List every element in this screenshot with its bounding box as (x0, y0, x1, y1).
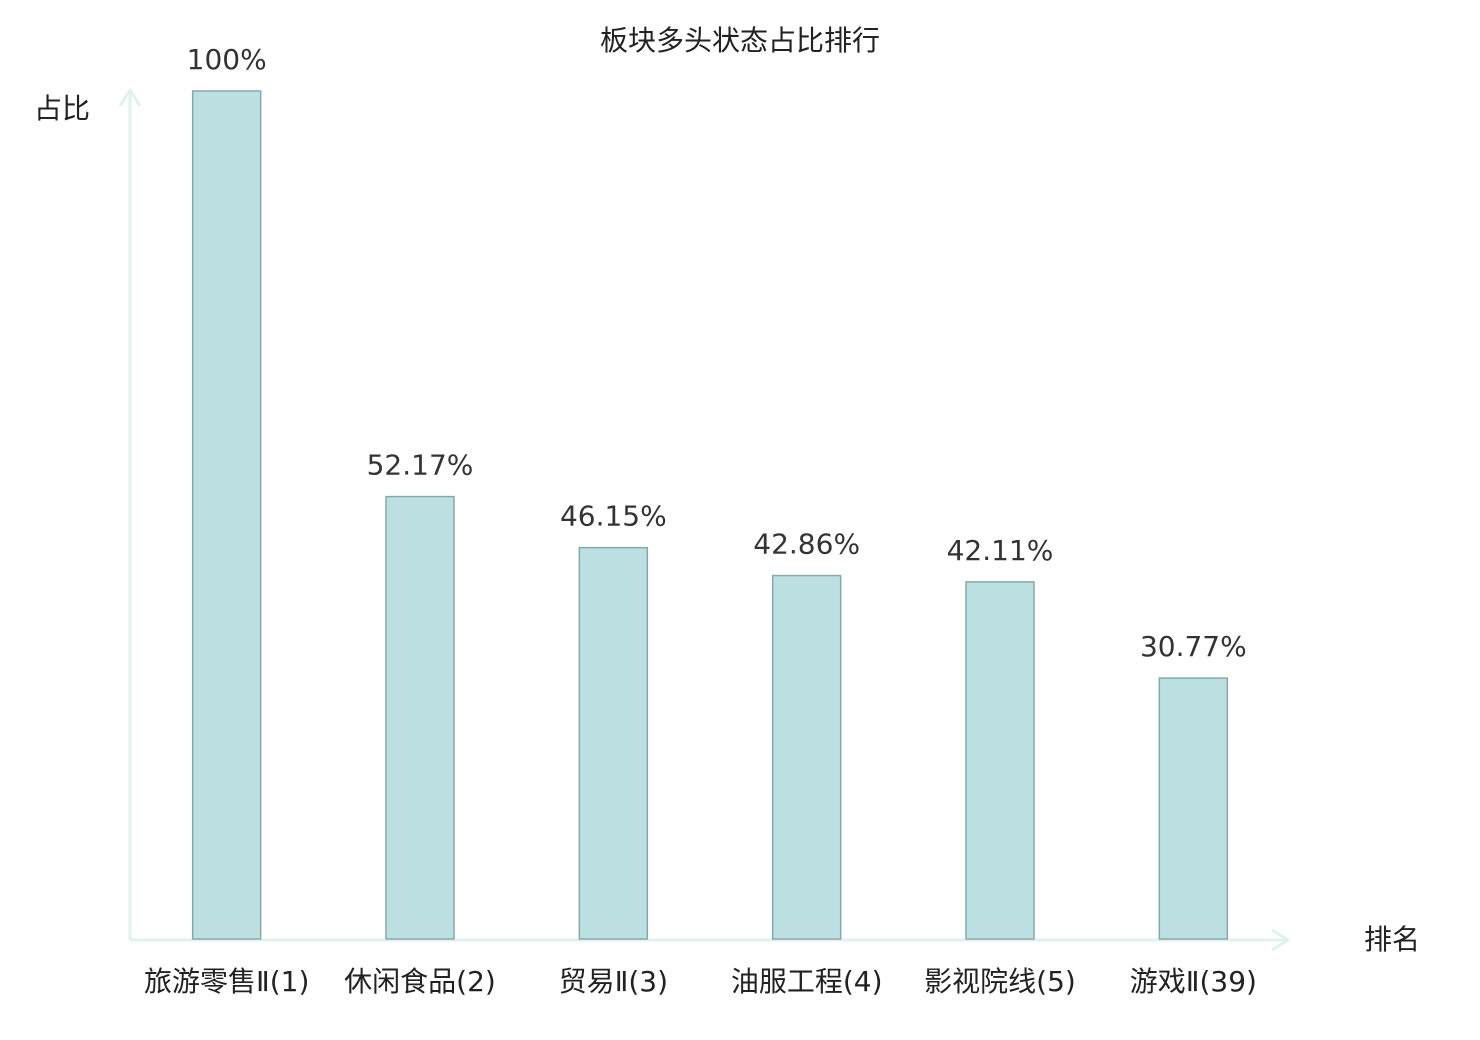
bar (578, 546, 649, 940)
bar (385, 495, 455, 940)
x-axis-label: 排名 (1364, 923, 1420, 956)
chart-title: 板块多头状态占比排行 (600, 24, 880, 57)
value-label: 52.17% (367, 449, 474, 482)
bar (1158, 677, 1229, 940)
x-tick-label: 影视院线(5) (924, 965, 1076, 998)
x-tick-label: 休闲食品(2) (344, 965, 496, 998)
y-axis-label: 占比 (34, 92, 90, 125)
value-label: 42.11% (947, 534, 1054, 567)
x-axis-arrow (1271, 928, 1291, 952)
x-tick-label: 油服工程(4) (731, 965, 883, 998)
x-tick-label: 贸易Ⅱ(3) (559, 965, 668, 998)
value-label: 30.77% (1140, 630, 1247, 663)
value-label: 46.15% (560, 500, 667, 533)
value-label: 100% (187, 43, 267, 76)
bar (191, 90, 262, 940)
x-tick-label: 游戏Ⅱ(39) (1130, 965, 1257, 998)
value-label: 42.86% (753, 528, 860, 561)
y-axis-arrow (118, 87, 142, 107)
bar (771, 574, 842, 940)
x-tick-label: 旅游零售Ⅱ(1) (144, 965, 309, 998)
bar (965, 581, 1035, 940)
axes (118, 87, 1291, 952)
